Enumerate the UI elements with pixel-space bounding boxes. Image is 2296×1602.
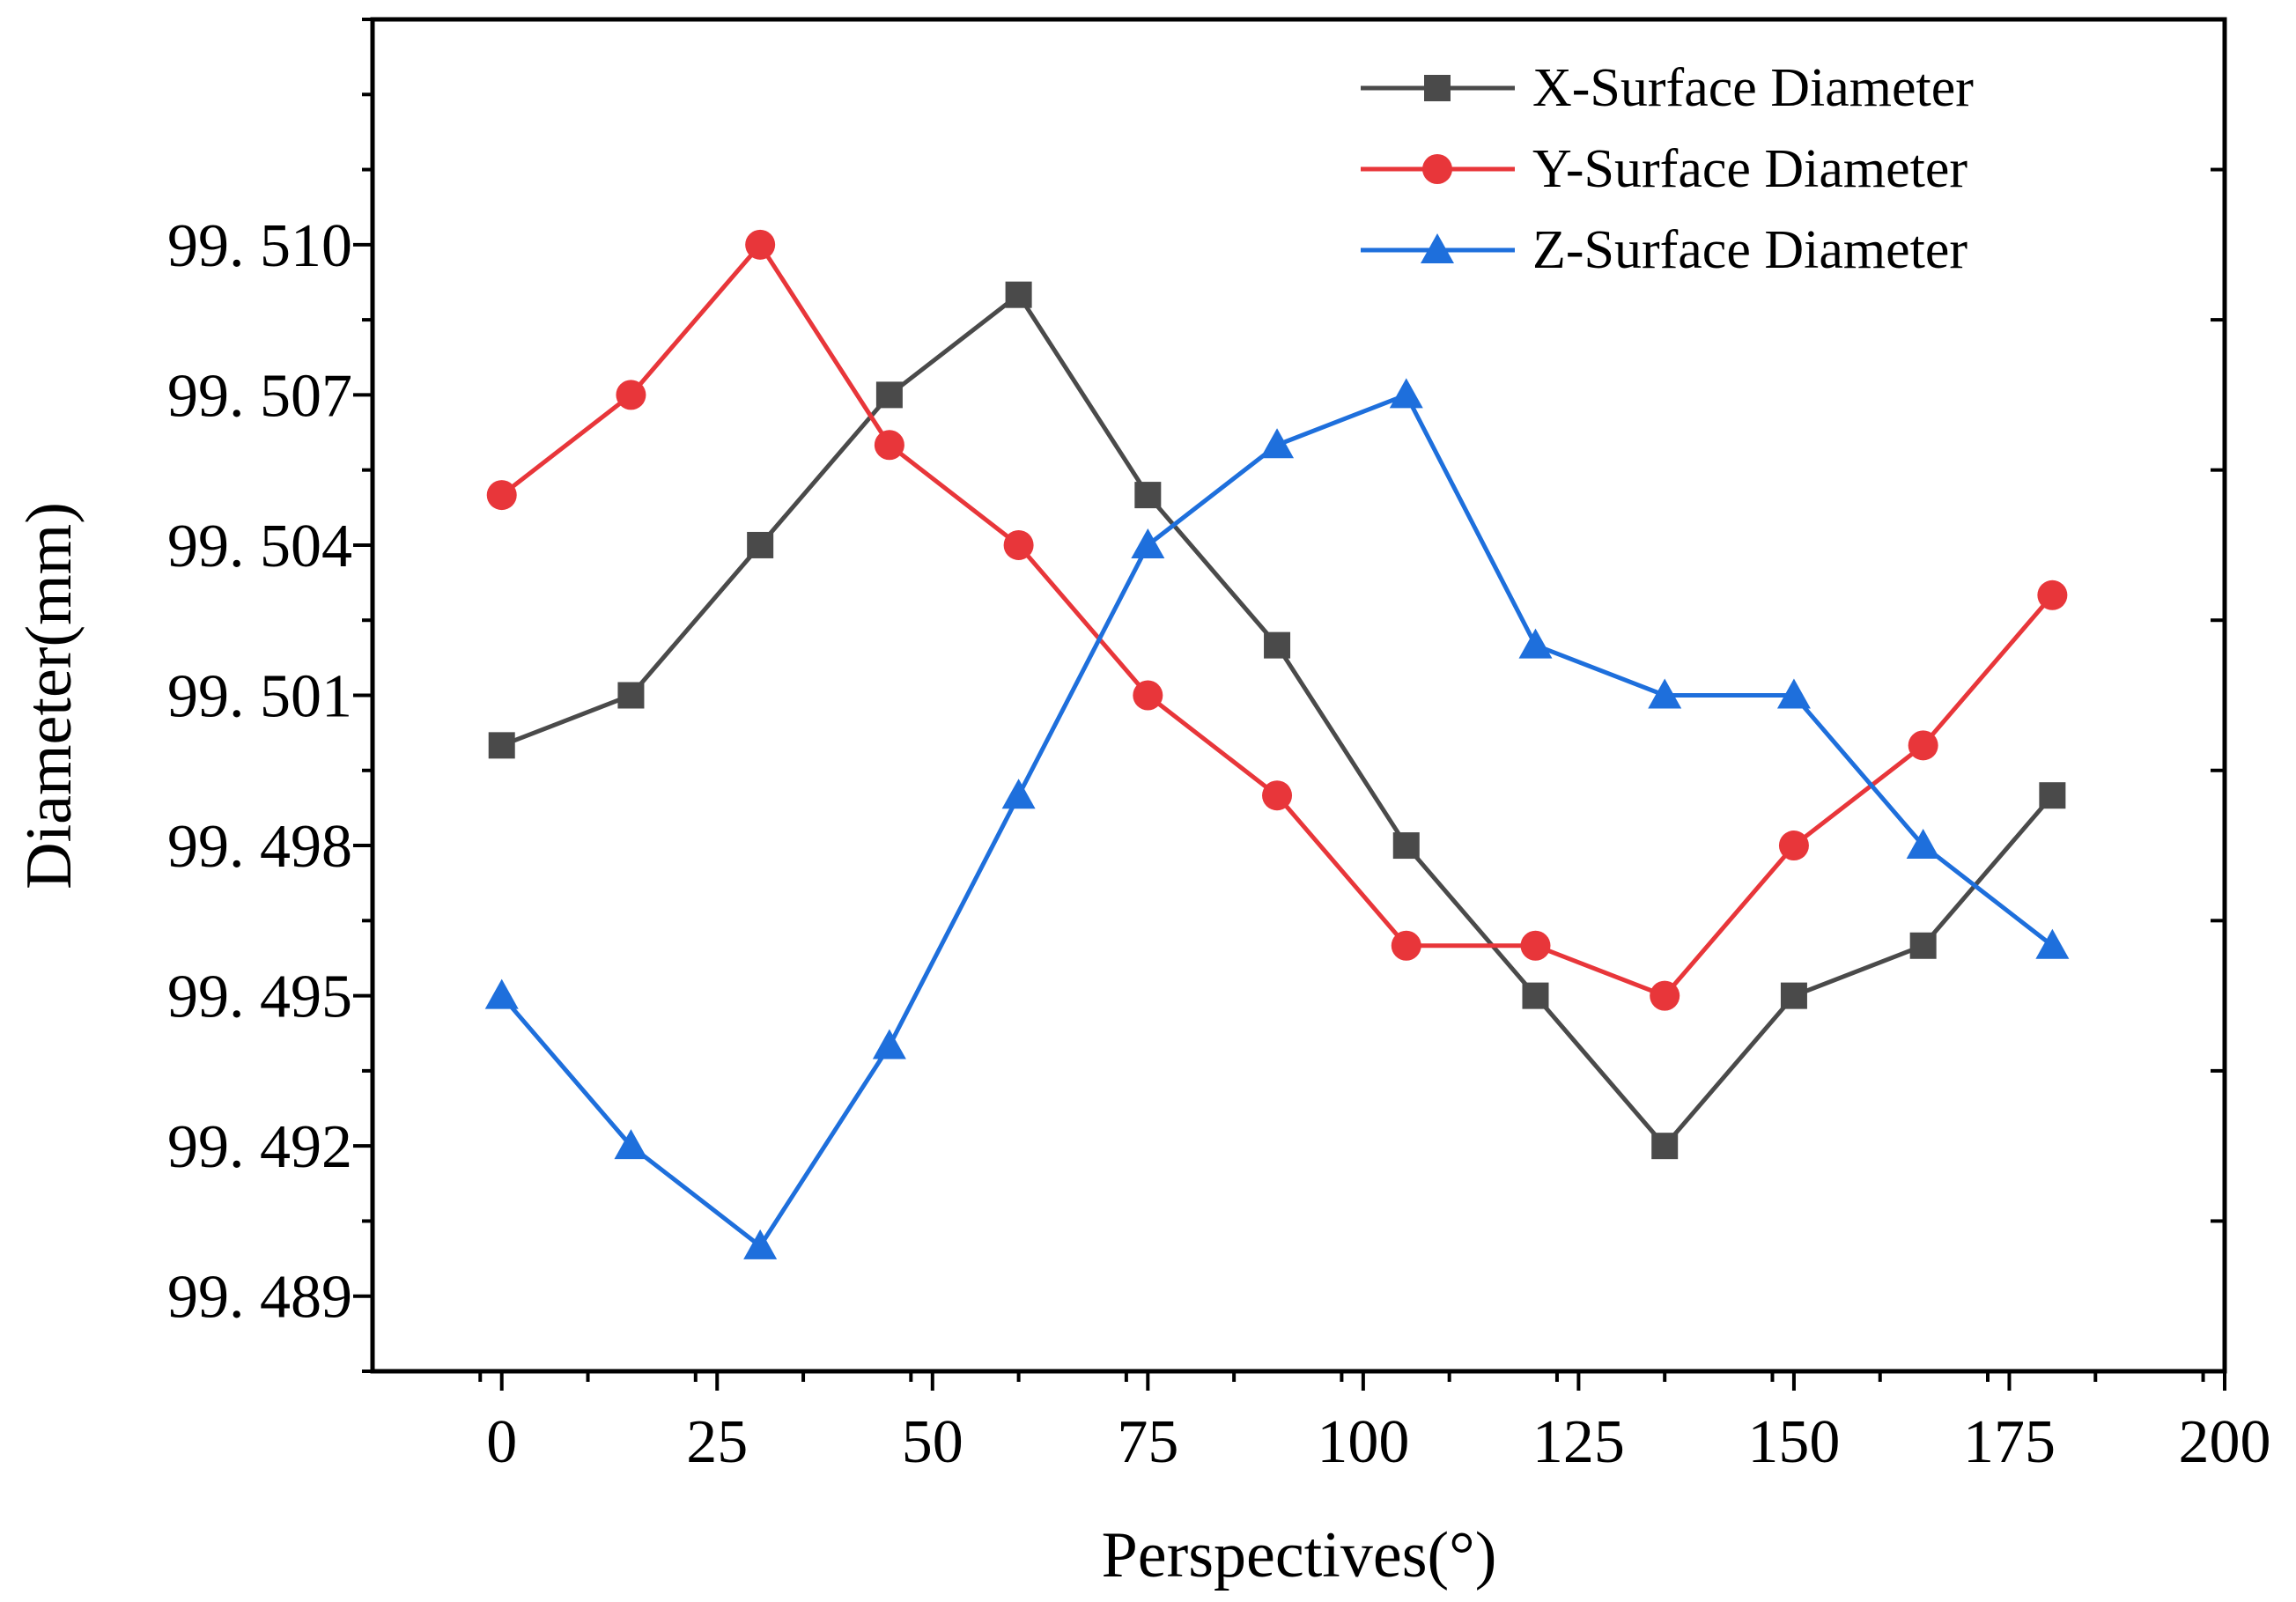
series-lines [499, 240, 2055, 1250]
data-point-s1 [1780, 982, 1807, 1009]
x-tick-label: 125 [1532, 1408, 1625, 1476]
data-point-s3 [484, 978, 519, 1009]
data-point-s1 [1134, 482, 1162, 509]
data-point-s3 [743, 1229, 778, 1259]
data-point-s2 [1778, 831, 1809, 861]
data-point-s3 [1389, 378, 1423, 409]
data-point-s2 [1908, 730, 1938, 761]
legend-marker [1421, 233, 1454, 263]
x-tick-label: 0 [486, 1408, 517, 1476]
legend: X-Surface Diameter Y-Surface Diameter Z-Su… [1361, 58, 1974, 280]
data-point-s3 [872, 1029, 906, 1059]
data-point-s1 [1909, 932, 1937, 959]
legend-label: Z-Surface Diameter [1532, 220, 1967, 280]
y-tick-label: 99. 498 [167, 813, 352, 881]
x-tick-label: 150 [1747, 1408, 1840, 1476]
x-axis-title: Perspectives(°) [1102, 1519, 1497, 1591]
data-point-s1 [2039, 782, 2066, 809]
series-line-3 [499, 392, 2054, 1250]
x-tick-label: 200 [2179, 1408, 2271, 1476]
axis-ticks [353, 18, 2226, 1391]
data-point-s3 [1906, 829, 1940, 860]
y-axis-title: Diameter(mm) [13, 502, 85, 890]
data-point-s2 [1262, 780, 1293, 811]
data-point-s2 [745, 229, 776, 260]
data-point-s2 [1391, 930, 1421, 961]
data-point-s2 [1520, 930, 1551, 961]
series-markers [484, 229, 2070, 1259]
data-point-s1 [1264, 631, 1291, 659]
data-point-s2 [874, 430, 904, 461]
data-point-s3 [1260, 428, 1295, 459]
data-point-s1 [617, 682, 645, 709]
data-point-s3 [1001, 779, 1036, 809]
legend-marker [1424, 75, 1451, 101]
data-point-s2 [1650, 980, 1680, 1011]
legend-label: X-Surface Diameter [1532, 58, 1974, 118]
data-point-s2 [616, 380, 646, 410]
y-tick-label: 99. 501 [167, 663, 352, 731]
data-point-s2 [2037, 580, 2068, 610]
legend-marker [1422, 154, 1452, 184]
data-point-s1 [1005, 281, 1032, 308]
x-tick-label: 25 [686, 1408, 748, 1476]
data-point-s1 [1651, 1133, 1679, 1160]
y-tick-label: 99. 492 [167, 1113, 352, 1181]
x-tick-label: 50 [902, 1408, 963, 1476]
data-point-s1 [488, 732, 515, 759]
y-tick-label: 99. 495 [167, 963, 352, 1031]
data-point-s1 [1392, 832, 1420, 860]
axis-tick-labels: 0 25 50 75 100 125 150 175 200 99. 489 99. 492 99. … [167, 212, 2271, 1476]
data-point-s2 [486, 480, 517, 511]
x-tick-label: 100 [1317, 1408, 1409, 1476]
x-tick-label: 175 [1963, 1408, 2056, 1476]
series-line-2 [500, 240, 2055, 999]
y-tick-label: 99. 504 [167, 513, 352, 580]
legend-label: Y-Surface Diameter [1532, 139, 1967, 199]
data-point-s2 [1133, 680, 1163, 711]
y-tick-label: 99. 510 [167, 212, 352, 280]
data-point-s1 [747, 531, 774, 558]
data-point-s1 [1522, 982, 1549, 1009]
data-point-s3 [614, 1129, 648, 1160]
series-line-1 [500, 292, 2055, 1150]
data-point-s3 [1776, 678, 1811, 709]
data-point-s3 [1648, 678, 1682, 709]
data-point-s3 [2035, 928, 2070, 959]
x-tick-label: 75 [1117, 1408, 1178, 1476]
y-tick-label: 99. 489 [167, 1264, 352, 1332]
data-point-s1 [875, 381, 903, 409]
data-point-s2 [1003, 529, 1034, 560]
data-point-s3 [1518, 628, 1553, 659]
data-point-s3 [1131, 528, 1165, 558]
y-tick-label: 99. 507 [167, 362, 352, 430]
